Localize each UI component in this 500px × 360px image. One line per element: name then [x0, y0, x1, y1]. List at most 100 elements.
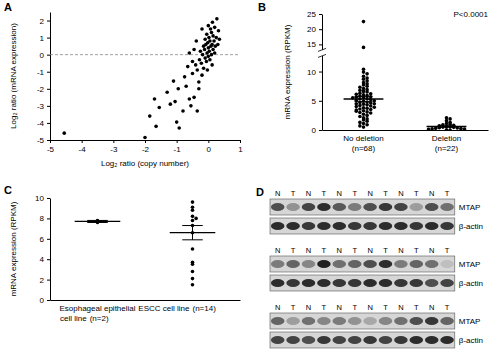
point	[157, 106, 161, 110]
band	[333, 203, 347, 211]
point	[213, 26, 217, 30]
point	[362, 102, 366, 106]
lane-label: T	[414, 246, 419, 255]
y-axis-title: mRNA expression (RPKM)	[283, 24, 292, 119]
y-tick-label: 10	[307, 68, 316, 77]
y-tick: 25	[307, 10, 322, 19]
lane-label: T	[445, 246, 450, 255]
x-tick-label: -3	[110, 145, 118, 154]
row-label: MTAP	[459, 203, 481, 212]
point	[365, 90, 369, 94]
band	[333, 279, 347, 287]
point	[448, 117, 452, 121]
blot-background	[270, 332, 455, 348]
lane-label: N	[275, 246, 280, 255]
mean-line	[427, 126, 467, 127]
band	[302, 317, 316, 325]
y-tick: 6	[40, 235, 50, 244]
band	[379, 336, 393, 344]
lane-label: N	[398, 189, 403, 198]
x-tick: -2	[142, 140, 150, 154]
x-tick: -4	[79, 140, 87, 154]
y-tick-label: -1	[37, 68, 45, 77]
point	[358, 107, 362, 111]
y-tick-label: 0	[40, 296, 45, 305]
x-tick: -5	[47, 140, 55, 154]
point	[200, 73, 204, 77]
y-tick-label: 1	[40, 34, 45, 43]
category-label-line: Deletion	[432, 134, 461, 143]
x-tick-label: -1	[174, 145, 182, 154]
point	[201, 53, 205, 57]
y-tick-label: 4	[40, 255, 45, 264]
plot-area	[50, 17, 240, 139]
band	[286, 203, 300, 211]
point	[210, 31, 214, 35]
y-tick: 0	[40, 51, 50, 60]
y-tick-mark	[47, 123, 50, 124]
point	[191, 270, 195, 274]
band	[271, 317, 285, 325]
lane-label: N	[429, 246, 434, 255]
y-tick-mark	[47, 140, 50, 141]
band	[348, 317, 362, 325]
point	[358, 104, 362, 108]
point	[210, 43, 214, 47]
band	[333, 336, 347, 344]
point	[459, 127, 463, 130]
point	[191, 247, 195, 251]
point	[362, 46, 366, 50]
point	[191, 60, 195, 64]
band	[425, 203, 439, 211]
point	[355, 93, 359, 97]
y-axis-title: mRNA expression (RPKM)	[9, 201, 18, 296]
x-axis	[51, 300, 241, 301]
point	[365, 110, 369, 114]
band	[348, 203, 362, 211]
lane-label: T	[322, 303, 327, 312]
lane-label: T	[414, 303, 419, 312]
y-tick-mark	[47, 218, 50, 219]
lane-label: T	[352, 246, 357, 255]
point	[206, 68, 210, 72]
y-tick: 0	[40, 296, 50, 305]
y-tick-label: 10	[35, 194, 44, 203]
point	[191, 205, 195, 209]
point	[208, 39, 212, 43]
y-tick: -3	[37, 102, 50, 111]
band	[394, 279, 408, 287]
point	[448, 128, 452, 130]
category-label: Esophageal epithelialcell line(n=2)	[59, 304, 135, 323]
y-tick-mark	[319, 101, 322, 102]
x-tick: 0	[207, 140, 212, 154]
mean-line	[75, 221, 121, 222]
lane-label: T	[383, 246, 388, 255]
point	[373, 102, 377, 106]
x-tick-mark	[240, 140, 241, 143]
y-tick-mark	[319, 44, 322, 45]
y-tick-mark	[47, 38, 50, 39]
band	[317, 260, 331, 268]
point	[355, 105, 359, 109]
y-tick-label: -2	[37, 85, 45, 94]
point	[365, 72, 369, 76]
y-tick: 1	[40, 34, 50, 43]
axis-break-mark	[318, 48, 326, 51]
band	[425, 336, 439, 344]
point	[362, 112, 366, 116]
band	[271, 203, 285, 211]
band	[394, 203, 408, 211]
blot-background	[270, 218, 455, 234]
point	[215, 17, 219, 21]
point	[62, 131, 66, 135]
y-tick-mark	[47, 198, 50, 199]
band	[271, 336, 285, 344]
y-tick: 5	[312, 97, 322, 106]
blot-background	[270, 199, 455, 215]
point	[203, 56, 207, 60]
point	[195, 39, 199, 43]
y-tick: -5	[37, 136, 50, 145]
point	[358, 121, 362, 125]
panel-d: DNTNTNTNTNTNTMTAPβ-actinNTNTNTNTNTNTMTAP…	[256, 186, 483, 348]
lane-label: N	[429, 189, 434, 198]
